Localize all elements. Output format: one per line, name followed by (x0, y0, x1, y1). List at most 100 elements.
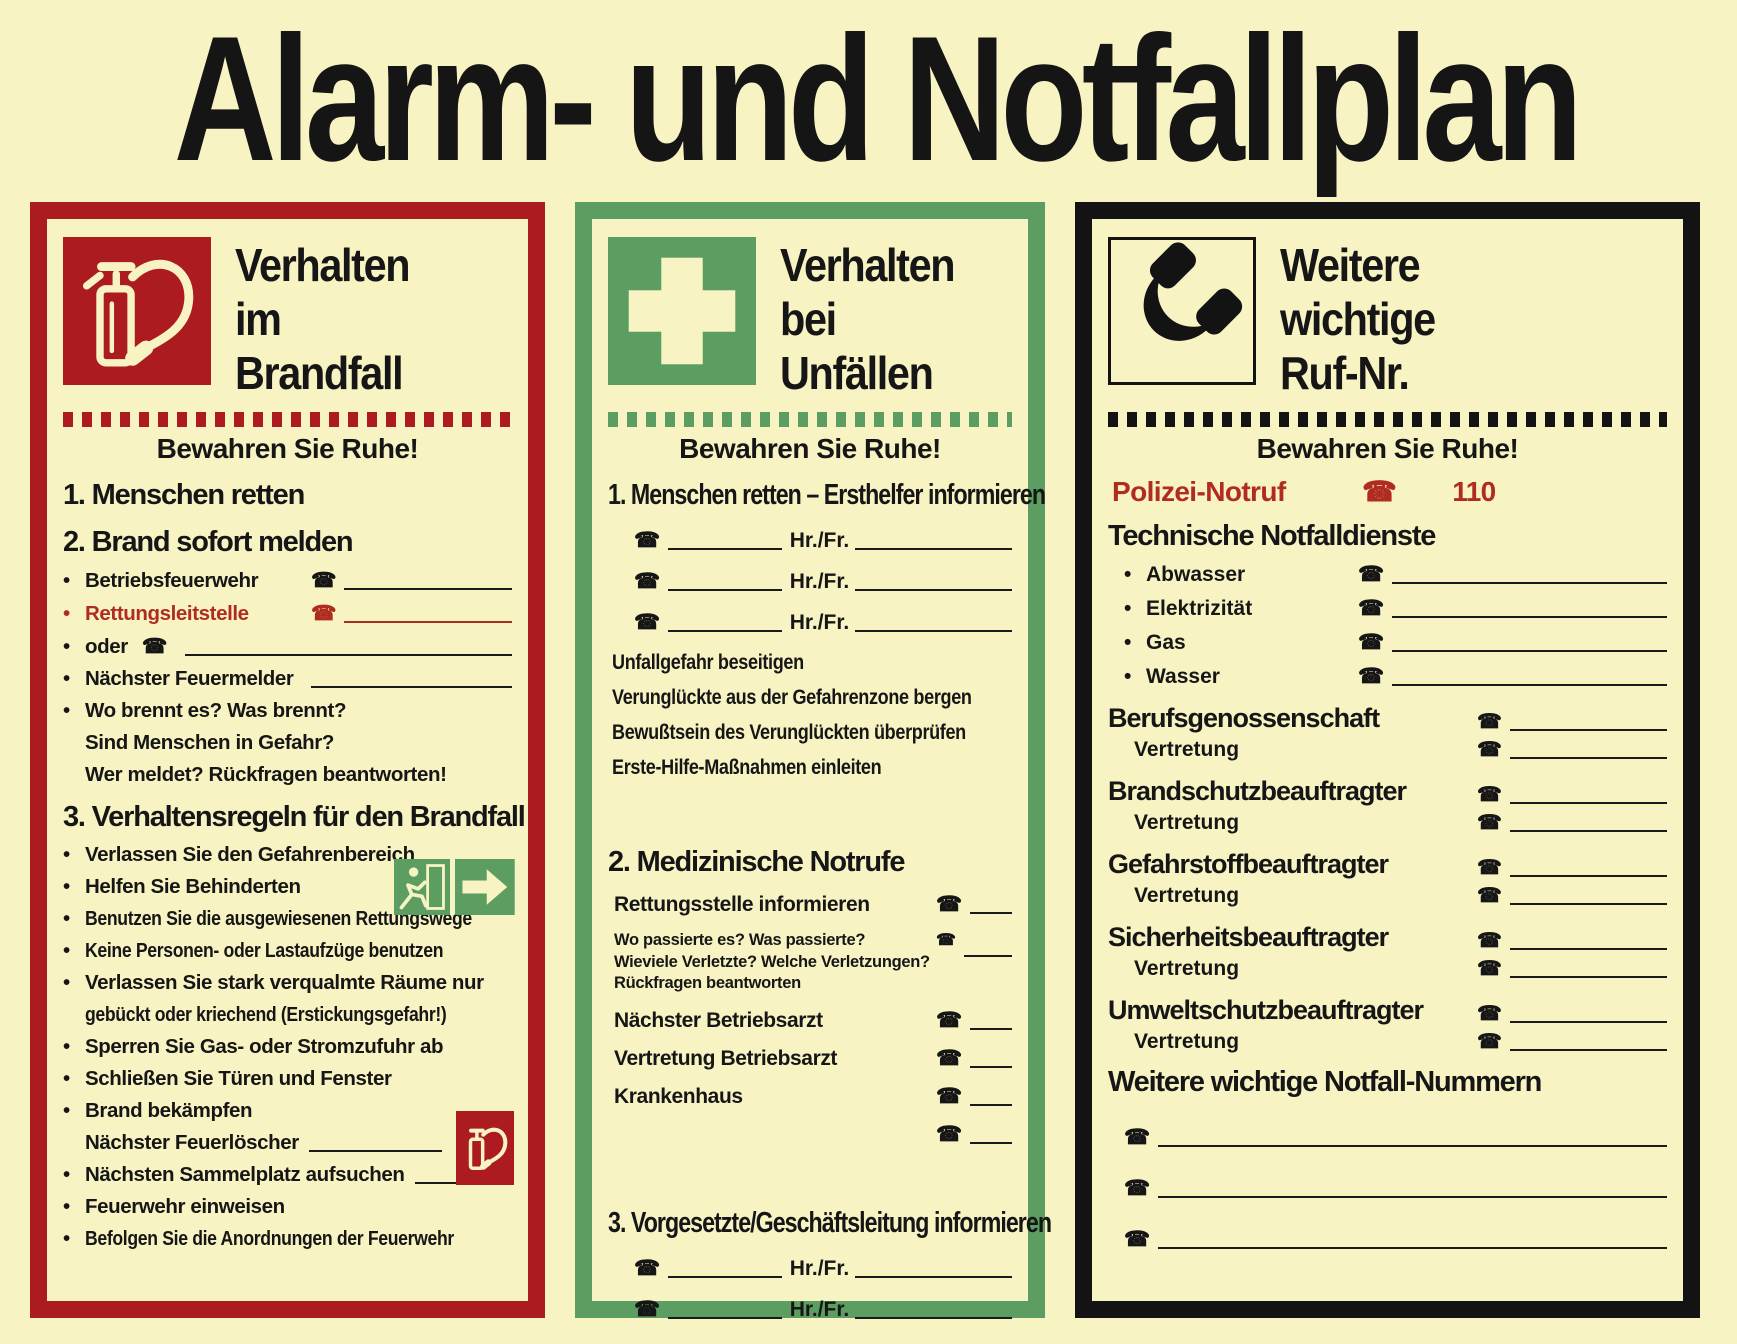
row-label: Gefahrstoffbeauftragter (1108, 849, 1389, 880)
row-label: Wasser (1146, 665, 1220, 689)
phone-icon: ☎ (936, 1008, 962, 1032)
row-label: Rettungsstelle informieren (614, 893, 870, 917)
phone-row: ☎ Hr./Fr. (608, 528, 1012, 553)
phone-icon: ☎ (1477, 739, 1502, 762)
fire-extinguisher-icon (63, 237, 211, 385)
first-aid-cross-icon (608, 237, 756, 385)
blank-line (969, 1065, 1012, 1068)
phone-row: ☎ (1108, 1176, 1667, 1201)
phone-row: Nächster Betriebsarzt ☎ (608, 1008, 1012, 1033)
list-item: Erste-Hilfe-Maßnahmen einleiten (612, 756, 882, 780)
panel-phone-title: Weitere wichtige Ruf-Nr. (1280, 237, 1436, 400)
bullet-icon: • (1124, 665, 1132, 689)
phone-icon: ☎ (634, 1297, 661, 1321)
row-label: Nächsten Sammelplatz aufsuchen (85, 1163, 405, 1187)
blank-line (1509, 829, 1667, 833)
panel-accident-title-line: Unfällen (780, 346, 934, 399)
phone-row: Rettungsstelle informieren ☎ (608, 892, 1012, 917)
blank-line (1392, 683, 1667, 687)
phone-row: ☎ Hr./Fr. (608, 1297, 1012, 1322)
item-text: Sind Menschen in Gefahr? (85, 731, 334, 755)
list-item: • Helfen Sie Behinderten (63, 875, 512, 899)
blank-line (1509, 874, 1667, 878)
row-label: Hr./Fr. (789, 1256, 850, 1280)
deputy-row: Vertretung ☎ (1108, 737, 1667, 762)
item-text: Brand bekämpfen (85, 1099, 253, 1123)
phone-icon: ☎ (1477, 958, 1502, 981)
phone-icon: ☎ (1358, 631, 1385, 655)
list-item: Bewußtsein des Verunglückten überprüfen (612, 721, 966, 745)
panel-fire-header: Verhalten im Brandfall (63, 237, 512, 400)
blank-line (1509, 756, 1667, 760)
keep-calm-text: Bewahren Sie Ruhe! (1256, 433, 1519, 465)
panel-phone-title-line: Weitere (1280, 239, 1421, 291)
section-heading: 3. Verhaltensregeln für den Brandfall (63, 801, 526, 834)
list-item: • Schließen Sie Türen und Fenster (63, 1067, 512, 1091)
item-text: Feuerwehr einweisen (85, 1195, 285, 1219)
phone-icon: ☎ (1477, 857, 1502, 880)
phone-row: • Wasser ☎ (1108, 664, 1667, 689)
blank-line (184, 653, 512, 657)
dashed-divider (1108, 412, 1667, 428)
blank-line (855, 547, 1012, 551)
panel-phone-title-line: wichtige (1280, 292, 1436, 345)
bullet-icon: • (63, 875, 70, 899)
blank-line (308, 1149, 442, 1153)
blank-line (1392, 615, 1667, 619)
row-label: Vertretung (1134, 811, 1240, 835)
list-item: Wer meldet? Rückfragen beantworten! (63, 763, 512, 787)
bullet-icon: • (63, 635, 70, 659)
blank-line (668, 588, 782, 592)
bullet-icon: • (1124, 563, 1132, 587)
list-item: • Sperren Sie Gas- oder Stromzufuhr ab (63, 1035, 512, 1059)
blank-line (1392, 581, 1667, 585)
item-text: Helfen Sie Behinderten (85, 875, 301, 899)
phone-icon: ☎ (311, 569, 337, 593)
item-text: Sperren Sie Gas- oder Stromzufuhr ab (85, 1035, 444, 1059)
phone-icon: ☎ (936, 1122, 962, 1146)
officer-row: Sicherheitsbeauftragter ☎ (1108, 922, 1667, 953)
deputy-row: Vertretung ☎ (1108, 810, 1667, 835)
item-text: Verlassen Sie den Gefahrenbereich (85, 843, 415, 867)
phone-icon: ☎ (311, 602, 337, 626)
panel-accident: Verhalten bei Unfällen Bewahren Sie Ruhe… (575, 202, 1052, 1321)
row-label: Vertretung (1134, 884, 1240, 908)
bullet-icon: • (63, 569, 70, 593)
phone-row: • Betriebsfeuerwehr ☎ (63, 568, 512, 593)
row-label: Hr./Fr. (789, 1297, 850, 1321)
blank-line (668, 547, 782, 551)
deputy-row: Vertretung ☎ (1108, 956, 1667, 981)
bullet-icon: • (63, 1163, 70, 1187)
list-item: Sind Menschen in Gefahr? (63, 731, 512, 755)
row-label: Sicherheitsbeauftragter (1108, 922, 1389, 953)
list-item: • Feuerwehr einweisen (63, 1195, 512, 1219)
bullet-icon: • (63, 1067, 70, 1091)
page-title: Alarm- und Notfallplan (173, 0, 1583, 198)
row-label: Elektrizität (1146, 597, 1253, 621)
phone-icon: ☎ (634, 570, 661, 594)
panel-fire: Verhalten im Brandfall Bewahren Sie Ruhe… (30, 202, 545, 1318)
officer-row: Berufsgenossenschaft ☎ (1108, 703, 1667, 734)
phone-icon: ☎ (1358, 665, 1385, 689)
list-item: Unfallgefahr beseitigen (612, 651, 804, 675)
phone-icon: ☎ (1477, 1031, 1502, 1054)
row-label: Hr./Fr. (789, 529, 850, 553)
phone-row: • Nächster Feuermelder (63, 667, 512, 691)
dashed-divider (608, 412, 1012, 428)
row-label: Nächster Betriebsarzt (614, 1008, 823, 1032)
bullet-icon: • (1124, 631, 1132, 655)
blank-line (668, 1275, 782, 1278)
panel-accident-title-line: bei (780, 292, 837, 345)
list-item: • Befolgen Sie die Anordnungen der Feuer… (63, 1227, 512, 1251)
section-heading: 3. Vorgesetzte/Geschäftsleitung informie… (608, 1206, 1052, 1239)
blank-line (1158, 1246, 1667, 1250)
bullet-icon: • (63, 1195, 70, 1219)
deputy-row: Vertretung ☎ (1108, 1029, 1667, 1054)
blank-line (1509, 728, 1667, 732)
phone-icon: ☎ (634, 529, 661, 553)
item-text: Befolgen Sie die Anordnungen der Feuerwe… (85, 1227, 454, 1251)
phone-icon: ☎ (1124, 1126, 1151, 1150)
row-label: Nächster Feuermelder (85, 667, 294, 691)
row-label: oder (85, 635, 128, 659)
phone-icon: ☎ (1477, 885, 1502, 908)
